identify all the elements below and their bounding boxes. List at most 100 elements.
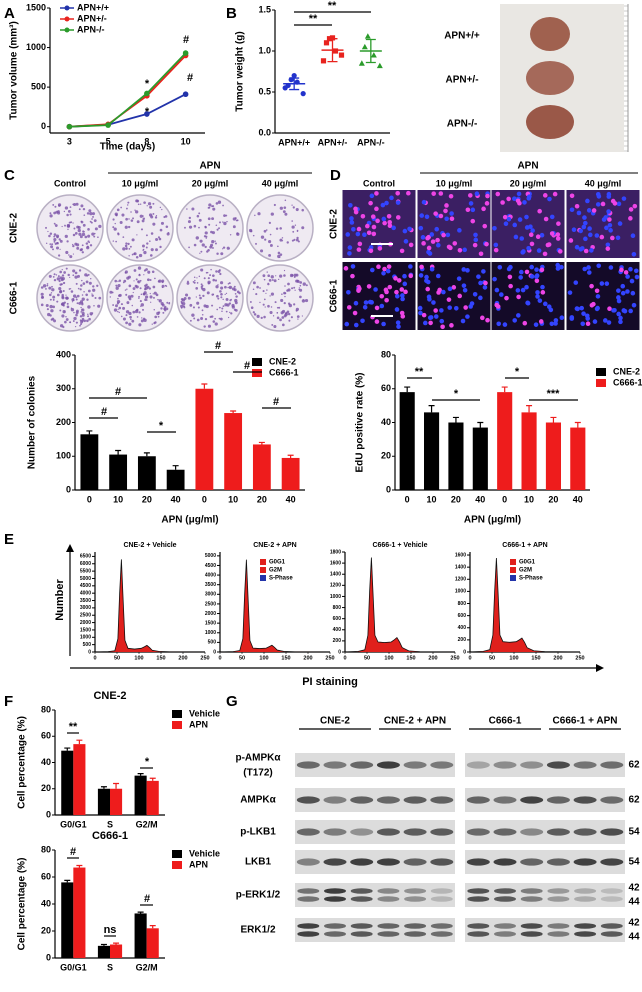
nucleus [599,281,605,286]
colony [53,278,57,282]
colony [200,268,204,272]
significance-label: # [215,340,221,352]
colony [271,323,274,326]
colony [69,321,72,324]
band [350,796,374,804]
legend-marker [64,5,70,11]
nucleus [393,276,398,281]
colony [40,292,44,296]
significance-label: * [515,366,520,378]
colony [210,315,214,318]
x-tick-label: 10 [113,494,123,504]
nucleus [395,215,401,220]
panel-label: F [4,693,13,710]
colony [72,222,74,224]
colony [155,248,158,252]
colony [271,279,274,281]
y-tick-label: 500 [31,81,46,91]
band [403,796,427,804]
nucleus [517,217,523,222]
bar [146,780,159,815]
colony [78,301,82,305]
band [573,796,597,804]
colony [298,287,301,289]
nucleus [441,289,446,295]
bar [97,945,110,958]
y-tick-label: 5000 [205,553,216,559]
nucleus [371,231,377,237]
error-bar [76,739,83,745]
nucleus [482,223,488,229]
colony [264,238,267,241]
colony [53,319,57,323]
colony [82,230,85,233]
colony [138,253,143,258]
y-tick-label: 1800 [330,549,341,555]
x-tick-label: 100 [259,655,268,661]
x-tick-label: 50 [239,655,245,661]
x-tick-label: 0 [218,655,221,661]
error-bar [100,786,107,789]
nucleus [402,228,408,234]
y-tick-label: 200 [56,417,71,427]
nucleus [428,315,434,320]
legend-swatch [510,567,516,573]
nucleus [571,227,577,233]
nucleus [407,226,412,232]
colony [192,306,196,309]
nucleus [387,284,393,290]
nucleus [492,276,497,282]
colony [288,319,291,322]
colony [127,201,130,204]
colony [286,241,289,244]
band [430,796,454,804]
colony [167,231,170,234]
bar [110,944,123,958]
colony [91,218,93,220]
nucleus [587,226,592,231]
column-label: 20 μg/ml [510,178,547,188]
nucleus [608,265,614,270]
colony [185,293,189,297]
nucleus [465,268,470,273]
dish [106,194,174,262]
nucleus [425,286,431,292]
colony [152,285,156,289]
column-label: Control [363,178,395,188]
x-tick-label: 5 [106,136,111,146]
band [403,828,427,836]
legend-label: Vehicle [189,848,220,858]
colony [87,313,89,316]
histogram [219,559,331,653]
nucleus [381,270,386,276]
band [376,828,400,836]
colony [131,304,134,307]
colony [296,280,300,284]
error-bar [526,405,533,413]
nucleus [620,290,626,296]
nucleus [585,198,590,204]
nucleus [559,315,565,321]
nucleus [567,290,573,295]
colony [186,208,188,210]
y-tick-label: 1.0 [258,45,271,55]
colony [289,273,294,278]
nucleus [506,216,512,222]
band [430,923,453,929]
legend-swatch [596,368,606,376]
colony [136,316,139,318]
band [350,858,374,866]
colony [128,255,130,257]
nucleus [350,264,356,269]
colony [255,242,257,245]
nucleus [512,318,518,323]
colony [270,292,275,296]
colony [262,303,265,306]
nucleus [610,235,615,241]
colony [163,308,166,311]
colony [159,228,163,232]
row-label: LKB1 [245,857,272,868]
y-tick-label: 0 [386,484,391,494]
colony [207,217,211,221]
bar [195,388,214,490]
